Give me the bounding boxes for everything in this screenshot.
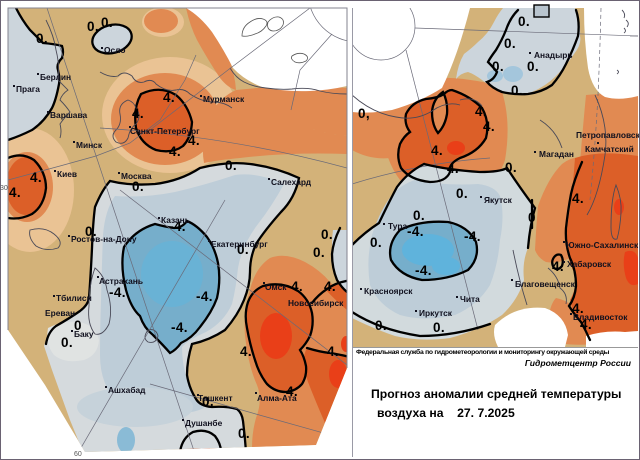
svg-text:Ташкент: Ташкент bbox=[198, 393, 233, 403]
svg-text:-4.: -4. bbox=[464, 229, 481, 244]
svg-text:0: 0 bbox=[528, 210, 536, 225]
svg-text:0.: 0. bbox=[518, 14, 530, 29]
svg-text:0.: 0. bbox=[238, 426, 250, 441]
svg-text:Петропавловск: Петропавловск bbox=[576, 130, 640, 140]
svg-text:Баку: Баку bbox=[74, 329, 94, 339]
svg-text:0.: 0. bbox=[313, 245, 325, 260]
svg-text:4.: 4. bbox=[291, 279, 303, 294]
svg-text:0.: 0. bbox=[504, 36, 516, 51]
svg-text:4.: 4. bbox=[286, 384, 298, 399]
svg-text:0.: 0. bbox=[87, 19, 99, 34]
svg-text:-4.: -4. bbox=[415, 263, 432, 278]
svg-text:0.: 0. bbox=[321, 227, 333, 242]
svg-text:-4.: -4. bbox=[169, 219, 186, 234]
svg-text:4.: 4. bbox=[572, 191, 584, 206]
svg-text:Красноярск: Красноярск bbox=[364, 286, 413, 296]
svg-text:Санкт-Петербург: Санкт-Петербург bbox=[130, 126, 200, 136]
svg-text:0.: 0. bbox=[413, 208, 425, 223]
svg-text:4.: 4. bbox=[552, 259, 564, 274]
svg-text:Владивосток: Владивосток bbox=[573, 312, 628, 322]
svg-text:Анадырь: Анадырь bbox=[534, 50, 573, 60]
svg-text:Новосибирск: Новосибирск bbox=[288, 298, 344, 308]
svg-text:4.: 4. bbox=[188, 133, 200, 148]
svg-text:4.: 4. bbox=[483, 119, 495, 134]
svg-text:Иркутск: Иркутск bbox=[419, 308, 453, 318]
svg-text:Осло: Осло bbox=[104, 45, 126, 55]
svg-text:Федеральная служба по гидромет: Федеральная служба по гидрометеорологии … bbox=[356, 348, 610, 356]
svg-text:Ереван: Ереван bbox=[45, 308, 75, 318]
svg-text:4.: 4. bbox=[431, 143, 443, 158]
svg-text:Якутск: Якутск bbox=[484, 195, 513, 205]
svg-text:0.: 0. bbox=[375, 318, 387, 333]
svg-text:Тура: Тура bbox=[388, 221, 407, 231]
svg-text:0.: 0. bbox=[511, 83, 523, 98]
svg-text:4.: 4. bbox=[30, 170, 42, 185]
svg-text:4.: 4. bbox=[327, 344, 339, 359]
svg-text:4.: 4. bbox=[169, 144, 181, 159]
svg-text:4.: 4. bbox=[240, 344, 252, 359]
svg-text:0.: 0. bbox=[492, 59, 504, 74]
svg-text:0.: 0. bbox=[505, 160, 517, 175]
svg-text:Астрахань: Астрахань bbox=[99, 276, 143, 286]
svg-text:Южно-Сахалинск: Южно-Сахалинск bbox=[566, 240, 639, 250]
svg-text:-4.: -4. bbox=[109, 285, 126, 300]
svg-text:0.: 0. bbox=[237, 242, 249, 257]
svg-text:30: 30 bbox=[0, 185, 8, 192]
svg-text:Берлин: Берлин bbox=[40, 72, 71, 82]
svg-text:Тбилиси: Тбилиси bbox=[56, 293, 92, 303]
svg-text:Москва: Москва bbox=[121, 171, 152, 181]
svg-text:0.: 0. bbox=[132, 179, 144, 194]
svg-text:-4.: -4. bbox=[196, 289, 213, 304]
svg-text:0.: 0. bbox=[85, 224, 97, 239]
svg-text:Гидрометцентр России: Гидрометцентр России bbox=[525, 358, 632, 368]
svg-text:0.: 0. bbox=[370, 235, 382, 250]
svg-text:Прогноз аномалии средней темпе: Прогноз аномалии средней температуры bbox=[371, 387, 621, 401]
svg-text:0.: 0. bbox=[527, 59, 539, 74]
svg-text:-4.: -4. bbox=[407, 224, 424, 239]
svg-text:Екатеринбург: Екатеринбург bbox=[211, 239, 268, 249]
svg-text:Алма-Ата: Алма-Ата bbox=[257, 393, 297, 403]
svg-text:Ашхабад: Ашхабад bbox=[108, 385, 146, 395]
svg-text:4.: 4. bbox=[475, 104, 487, 119]
svg-text:60: 60 bbox=[74, 451, 82, 458]
svg-text:0.: 0. bbox=[36, 31, 48, 46]
svg-text:Душанбе: Душанбе bbox=[185, 418, 223, 428]
svg-text:4.: 4. bbox=[447, 161, 459, 176]
svg-text:0.: 0. bbox=[61, 335, 73, 350]
svg-text:4.: 4. bbox=[324, 279, 336, 294]
svg-text:Варшава: Варшава bbox=[50, 110, 87, 120]
svg-text:0.: 0. bbox=[433, 320, 445, 335]
svg-text:Омск: Омск bbox=[265, 282, 287, 292]
svg-text:Казань: Казань bbox=[161, 215, 190, 225]
svg-text:0: 0 bbox=[74, 318, 82, 333]
svg-text:Магадан: Магадан bbox=[539, 149, 574, 159]
svg-text:0,: 0, bbox=[358, 106, 370, 121]
svg-text:Салехард: Салехард bbox=[271, 177, 312, 187]
svg-text:Прага: Прага bbox=[16, 84, 40, 94]
svg-text:0.: 0. bbox=[101, 15, 113, 30]
svg-text:4.: 4. bbox=[572, 301, 584, 316]
svg-text:0.: 0. bbox=[456, 186, 468, 201]
svg-text:Благовещенск: Благовещенск bbox=[515, 279, 576, 289]
svg-text:-4.: -4. bbox=[171, 320, 188, 335]
svg-text:Мурманск: Мурманск bbox=[203, 94, 245, 104]
svg-text:Киев: Киев bbox=[57, 169, 77, 179]
svg-text:Минск: Минск bbox=[76, 140, 103, 150]
svg-text:4.: 4. bbox=[163, 90, 175, 105]
svg-text:Хабаровск: Хабаровск bbox=[567, 259, 612, 269]
svg-text:4.: 4. bbox=[132, 106, 144, 121]
svg-text:Чита: Чита bbox=[460, 294, 480, 304]
svg-text:0.: 0. bbox=[225, 158, 237, 173]
svg-text:4.: 4. bbox=[9, 185, 21, 200]
svg-text:воздуха на 27. 7.2025: воздуха на 27. 7.2025 bbox=[377, 406, 515, 420]
svg-text:Камчатский: Камчатский bbox=[585, 144, 634, 154]
svg-text:0.: 0. bbox=[202, 394, 214, 409]
svg-text:Ростов-на-Дону: Ростов-на-Дону bbox=[71, 234, 137, 244]
svg-text:4.: 4. bbox=[580, 317, 592, 332]
